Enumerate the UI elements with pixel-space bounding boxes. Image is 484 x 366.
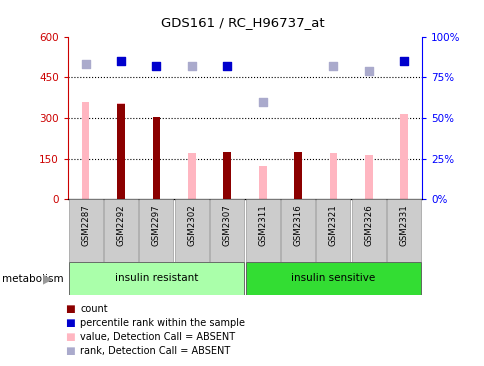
Text: ▶: ▶: [43, 272, 52, 285]
Bar: [329, 153, 337, 199]
Bar: [187, 153, 196, 199]
Bar: [117, 104, 125, 199]
Text: GSM2307: GSM2307: [222, 205, 231, 246]
Bar: [293, 152, 302, 199]
Point: [223, 64, 230, 70]
Text: GSM2302: GSM2302: [187, 205, 196, 246]
Text: insulin resistant: insulin resistant: [115, 273, 197, 283]
Bar: [117, 103, 125, 199]
Bar: [68, 262, 244, 295]
Text: GSM2297: GSM2297: [151, 205, 161, 246]
Bar: [399, 114, 408, 199]
Text: rank, Detection Call = ABSENT: rank, Detection Call = ABSENT: [80, 346, 230, 356]
Text: GSM2326: GSM2326: [363, 205, 373, 246]
Text: ■: ■: [65, 346, 75, 356]
Bar: [210, 199, 244, 262]
Text: GSM2287: GSM2287: [81, 205, 90, 246]
Text: GSM2321: GSM2321: [328, 205, 337, 246]
Point: [364, 68, 372, 74]
Text: insulin sensitive: insulin sensitive: [291, 273, 375, 283]
Point: [117, 58, 125, 64]
Point: [187, 64, 195, 70]
Bar: [152, 117, 160, 199]
Bar: [386, 199, 421, 262]
Bar: [245, 199, 279, 262]
Bar: [258, 165, 266, 199]
Text: value, Detection Call = ABSENT: value, Detection Call = ABSENT: [80, 332, 235, 342]
Text: ■: ■: [65, 304, 75, 314]
Text: GDS161 / RC_H96737_at: GDS161 / RC_H96737_at: [160, 16, 324, 30]
Text: GSM2331: GSM2331: [399, 205, 408, 246]
Bar: [245, 262, 421, 295]
Text: GSM2311: GSM2311: [257, 205, 267, 246]
Text: count: count: [80, 304, 107, 314]
Text: metabolism: metabolism: [2, 274, 64, 284]
Bar: [364, 155, 372, 199]
Point: [329, 64, 336, 70]
Point: [81, 61, 89, 67]
Text: GSM2292: GSM2292: [116, 205, 125, 246]
Text: ■: ■: [65, 332, 75, 342]
Bar: [223, 152, 231, 199]
Bar: [68, 199, 103, 262]
Bar: [351, 199, 385, 262]
Bar: [174, 199, 209, 262]
Text: GSM2316: GSM2316: [293, 205, 302, 246]
Point: [399, 58, 407, 64]
Text: ■: ■: [65, 318, 75, 328]
Bar: [139, 199, 173, 262]
Bar: [280, 199, 315, 262]
Point: [258, 99, 266, 105]
Point: [152, 64, 160, 70]
Text: percentile rank within the sample: percentile rank within the sample: [80, 318, 244, 328]
Bar: [316, 199, 350, 262]
Bar: [104, 199, 138, 262]
Bar: [81, 102, 90, 199]
